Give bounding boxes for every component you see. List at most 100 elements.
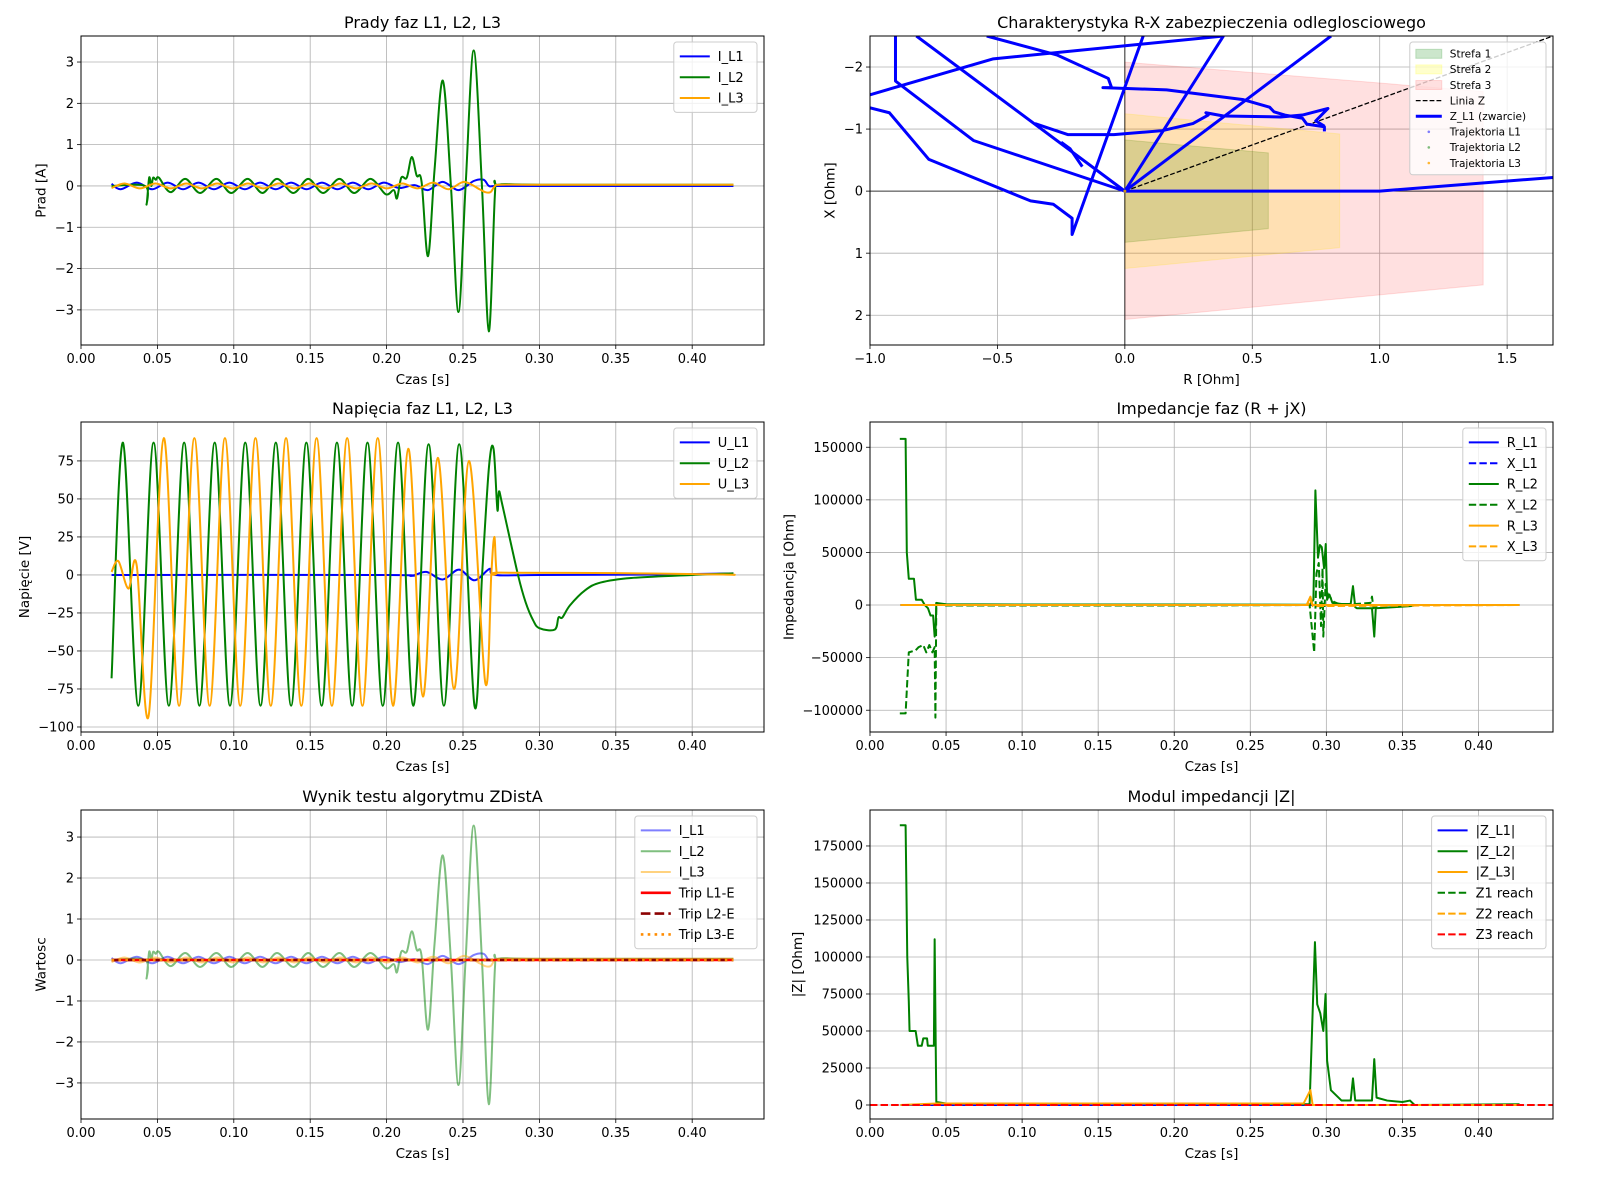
y-tick-label: 100000 [813,951,863,966]
y-tick-label: −100000 [802,704,863,719]
legend-item: Linia Z [1415,95,1485,107]
x-tick-label: 0.35 [601,1126,630,1141]
y-tick-label: −1 [844,123,863,138]
subplot-3: 0.00 0.05 0.10 0.15 0.20 0.25 0.30 0.35 0.40 −100… [17,399,765,775]
legend-item: I_L3 [640,866,705,881]
series-u-l3 [110,437,736,720]
legend-label: Trajektoria L1 [1449,127,1521,139]
chart-title: Charakterystyka R-X zabezpieczenia odleg… [997,13,1426,32]
legend-item: Trajektoria L3 [1427,158,1521,170]
series-z-l1-zwarcie-segment [870,36,1224,97]
y-tick-label: 50000 [822,546,863,561]
legend-item: R_L3 [1468,519,1538,534]
legend-label: I_L2 [718,71,744,86]
axes-frame [80,421,765,733]
legend-label: |Z_L2| [1476,845,1516,860]
legend-marker [1427,146,1431,149]
x-tick-label: 0.25 [449,739,478,754]
series-z-l2 [899,824,1520,1106]
legend-label: Z3 reach [1476,928,1534,943]
plot-area [870,36,1553,345]
series-r-l2 [899,437,1520,638]
y-tick-label: 3 [66,831,74,846]
legend-marker [1427,130,1431,134]
legend-item: U_L3 [679,478,749,493]
x-tick-label: 0.00 [67,352,96,367]
x-tick-label: 0.25 [1236,739,1265,754]
y-tick-label: 1 [66,138,74,153]
legend-item: X_L1 [1468,457,1538,472]
legend-item: U_L1 [679,436,749,451]
series-i-l2 [111,49,734,333]
legend-label: Z2 reach [1476,907,1534,922]
legend-label: Strefa 3 [1450,80,1491,92]
y-axis-label: |Z| [Ohm] [790,932,806,998]
y-tick-label: 75000 [822,988,863,1003]
x-tick-label: 0.25 [449,352,478,367]
legend-label: Trip L1-E [678,886,735,901]
legend-item: I_L3 [679,92,744,107]
plot-area [870,824,1553,1106]
x-tick-label: 1.5 [1497,352,1518,367]
legend: |Z_L1| |Z_L2| |Z_L3| Z1 reach Z2 reach Z3 rea… [1431,815,1547,950]
x-tick-label: 0.20 [372,1126,401,1141]
legend: I_L1 I_L2 I_L3 Trip L1-E Trip L2-E Trip L3-E [634,815,758,950]
series-z-l1-zwarcie-segment [1060,140,1084,168]
x-tick-label: 0.20 [1160,739,1189,754]
subplot-4: 0.00 0.05 0.10 0.15 0.20 0.25 0.30 0.35 0.40 −100… [782,399,1554,775]
legend-item: Z_L1 (zwarcie) [1415,111,1526,123]
x-tick-label: 0.25 [449,1126,478,1141]
y-tick-label: −100 [38,721,74,736]
x-tick-label: 0.05 [932,1126,961,1141]
x-tick-label: 0.30 [1312,1126,1341,1141]
y-tick-label: −50 [47,645,74,660]
legend-item: I_L1 [679,50,744,65]
x-tick-label: 0.40 [678,739,707,754]
series-x-l2 [899,561,1520,719]
legend-label: X_L1 [1507,457,1538,472]
legend-label: Trip L2-E [678,907,735,922]
series-i-l2 [111,824,734,1106]
y-tick-label: −3 [55,303,74,318]
axes-frame [869,35,1554,346]
y-axis-label: Wartosc [34,937,50,991]
x-tick-label: 0.20 [1160,1126,1189,1141]
legend-label: Z_L1 (zwarcie) [1450,111,1526,123]
series-z-l1-zwarcie-segment [986,36,1326,132]
x-tick-label: −1.0 [854,352,886,367]
legend-item: Trip L1-E [640,886,735,901]
legend-label: Z1 reach [1476,886,1534,901]
y-tick-label: 1 [855,247,863,262]
plot-area [110,49,734,333]
x-axis-label: Czas [s] [396,372,450,388]
x-tick-label: 0.35 [1388,739,1417,754]
legend-item: Trajektoria L2 [1427,142,1521,154]
legend-item: |Z_L2| [1437,845,1516,860]
y-axis-label: Napięcie [V] [17,536,33,619]
y-tick-label: 0 [66,954,74,969]
legend-item: Trajektoria L1 [1427,127,1521,139]
legend-box [634,815,758,950]
legend-label: X_L2 [1507,498,1538,513]
x-tick-label: 0.05 [143,352,172,367]
series-z-l3 [900,1089,1520,1106]
y-tick-label: −50000 [811,651,863,666]
y-tick-label: −75 [47,683,74,698]
y-tick-label: 25000 [822,1062,863,1077]
plot-area [110,437,736,720]
x-tick-label: 0.40 [1464,1126,1493,1141]
series-z-l1-zwarcie-segment [870,36,1145,237]
x-tick-label: 0.30 [525,1126,554,1141]
x-tick-label: 0.10 [219,739,248,754]
legend-box [1431,815,1547,950]
y-axis-label: Impedancja [Ohm] [782,514,798,640]
x-tick-label: 0.35 [601,352,630,367]
legend: R_L1 X_L1 R_L2 X_L2 R_L3 X_L3 [1462,427,1547,562]
legend-item: I_L2 [640,845,705,860]
y-tick-label: −1 [55,995,74,1010]
subplot-6: 0.00 0.05 0.10 0.15 0.20 0.25 0.30 0.35 0.40 0 250… [790,787,1554,1162]
subplot-5: 0.00 0.05 0.10 0.15 0.20 0.25 0.30 0.35 0.40 −3 −2… [34,787,765,1162]
x-tick-label: 0.5 [1242,352,1263,367]
legend-item: Strefa 1 [1415,49,1491,61]
